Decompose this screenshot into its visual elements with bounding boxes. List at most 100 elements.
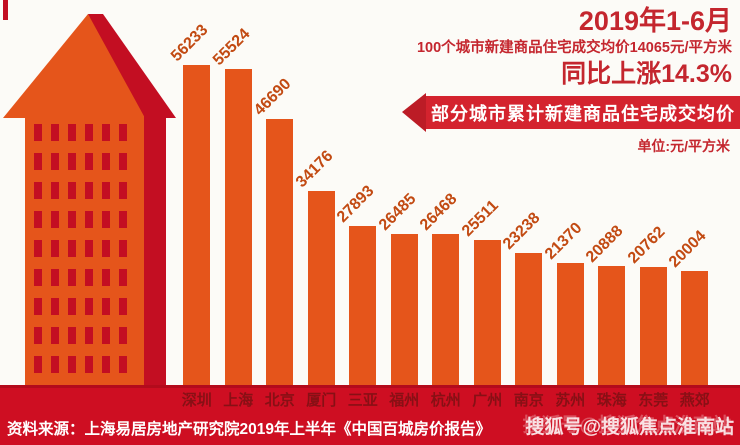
window-icon — [68, 298, 76, 315]
bar — [473, 240, 501, 385]
source-text: 资料来源：上海易居房地产研究院2019年上半年《中国百城房价报告》 — [7, 421, 491, 438]
bar-value-label: 56233 — [167, 21, 212, 66]
window-icon — [51, 327, 59, 344]
window-icon — [102, 124, 110, 141]
window-icon — [119, 356, 127, 373]
window-icon — [51, 211, 59, 228]
window-icon — [34, 269, 42, 286]
window-icon — [102, 240, 110, 257]
bar — [432, 234, 459, 385]
window-icon — [51, 269, 59, 286]
window-icon — [68, 269, 76, 286]
city-label: 北京 — [264, 392, 295, 409]
unit-label: 单位:元/平方米 — [637, 138, 730, 154]
window-icon — [51, 153, 59, 170]
city-label: 珠海 — [596, 392, 627, 409]
window-icon — [119, 240, 127, 257]
window-icon — [68, 211, 76, 228]
window-icon — [102, 356, 110, 373]
bar — [556, 263, 584, 385]
bar — [349, 226, 376, 385]
window-icon — [85, 124, 93, 141]
city-label: 上海 — [223, 392, 254, 409]
window-icon — [34, 356, 42, 373]
window-icon — [68, 153, 76, 170]
bar-value-label: 21370 — [541, 219, 585, 263]
window-icon — [85, 182, 93, 199]
building-side-shadow — [144, 116, 166, 385]
window-icon — [51, 356, 59, 373]
window-icon — [68, 182, 76, 199]
window-icon — [85, 153, 93, 170]
city-label: 杭州 — [430, 392, 461, 409]
city-label: 福州 — [389, 392, 420, 409]
window-icon — [51, 298, 59, 315]
window-icon — [119, 327, 127, 344]
chart-title: 部分城市累计新建商品住宅成交均价 — [431, 103, 735, 124]
building-windows — [34, 124, 127, 373]
header-period: 2019年1-6月 — [578, 6, 732, 36]
window-icon — [85, 211, 93, 228]
rising-building-arrow-icon — [3, 0, 176, 385]
decor-ribbon-end — [3, 0, 8, 20]
window-icon — [51, 124, 59, 141]
bar — [390, 234, 418, 385]
window-icon — [119, 211, 127, 228]
city-label: 东莞 — [638, 392, 669, 409]
window-icon — [119, 298, 127, 315]
bar-value-label: 20888 — [582, 222, 627, 266]
building-body — [25, 116, 166, 385]
window-icon — [102, 298, 110, 315]
bar — [266, 119, 293, 385]
window-icon — [34, 124, 42, 141]
bar — [681, 271, 708, 385]
window-icon — [102, 211, 110, 228]
window-icon — [34, 211, 42, 228]
bar-value-label: 26485 — [375, 190, 419, 234]
window-icon — [119, 124, 127, 141]
window-icon — [68, 240, 76, 257]
bar-value-label: 20762 — [624, 223, 668, 267]
header-block: 2019年1-6月 100个城市新建商品住宅成交均价14065元/平方米 同比上… — [417, 6, 732, 88]
bar-value-label: 55524 — [209, 25, 253, 70]
window-icon — [85, 298, 93, 315]
window-icon — [68, 356, 76, 373]
bar — [224, 69, 252, 385]
bar — [598, 266, 625, 385]
ribbon-arrow-tip-icon — [402, 93, 426, 132]
window-icon — [34, 153, 42, 170]
window-icon — [119, 182, 127, 199]
window-icon — [102, 182, 110, 199]
bar-value-label: 46690 — [250, 75, 295, 119]
bar — [639, 267, 667, 385]
window-icon — [51, 182, 59, 199]
window-icon — [119, 153, 127, 170]
bar — [183, 65, 210, 385]
window-icon — [119, 269, 127, 286]
header-yoy-growth: 同比上涨14.3% — [561, 59, 732, 88]
window-icon — [34, 240, 42, 257]
window-icon — [51, 240, 59, 257]
window-icon — [85, 327, 93, 344]
footer-band — [0, 385, 740, 445]
city-label: 厦门 — [306, 392, 337, 409]
title-ribbon: 部分城市累计新建商品住宅成交均价 — [402, 93, 740, 132]
city-label: 广州 — [472, 392, 503, 409]
arrow-roof-shadow — [88, 14, 176, 118]
city-label: 苏州 — [555, 392, 586, 409]
window-icon — [85, 356, 93, 373]
window-icon — [85, 240, 93, 257]
bar-value-label: 34176 — [292, 147, 336, 191]
bar-value-label: 23238 — [499, 209, 544, 253]
city-label: 深圳 — [181, 392, 212, 409]
bar-value-label: 20004 — [665, 227, 710, 271]
window-icon — [34, 298, 42, 315]
window-icon — [85, 269, 93, 286]
arrow-roof-face — [3, 14, 152, 118]
window-icon — [68, 327, 76, 344]
bar-value-label: 25511 — [458, 197, 502, 240]
bar-value-label: 26468 — [416, 190, 461, 234]
city-label: 燕郊 — [679, 392, 710, 409]
bar-value-label: 27893 — [333, 182, 378, 226]
